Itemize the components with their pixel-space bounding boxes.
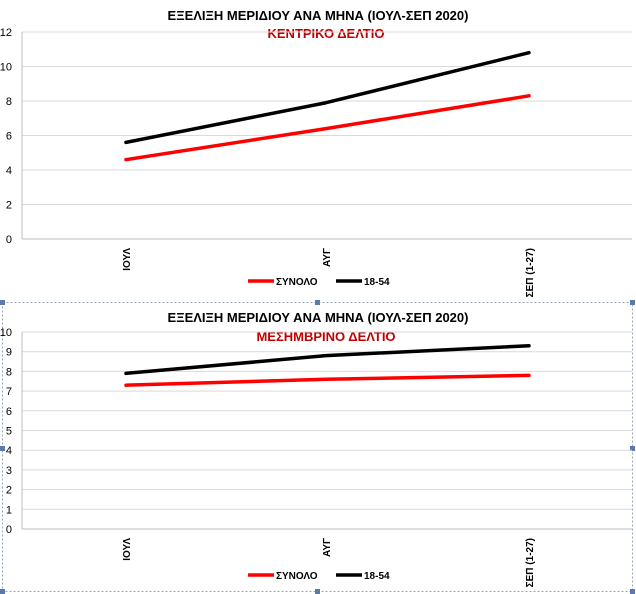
selection-frame [2, 302, 633, 592]
legend-label: 18-54 [364, 571, 390, 582]
y-tick-label: 2 [6, 485, 12, 497]
series-line-18-54 [124, 50, 531, 145]
x-tick-label: ΣΕΠ (1-27) [525, 538, 536, 587]
resize-handle[interactable] [630, 589, 635, 594]
y-tick-label: 1 [6, 504, 12, 516]
legend-label: 18-54 [364, 277, 390, 288]
y-tick-label: 9 [6, 347, 12, 359]
x-tick-label: ΑΥΓ [322, 248, 333, 267]
chart-panel-midday-news[interactable]: ΕΞΕΛΙΞΗ ΜΕΡΙΔΙΟΥ ΑΝΑ ΜΗΝΑ (ΙΟΥΛ-ΣΕΠ 2020… [0, 300, 636, 594]
resize-handle[interactable] [0, 446, 5, 451]
line-chart-midday-news: ΕΞΕΛΙΞΗ ΜΕΡΙΔΙΟΥ ΑΝΑ ΜΗΝΑ (ΙΟΥΛ-ΣΕΠ 2020… [0, 300, 635, 594]
legend-label: ΣΥΝΟΛΟ [276, 571, 318, 582]
chart-subtitle: ΚΕΝΤΡΙΚΟ ΔΕΛΤΙΟ [268, 26, 385, 41]
chart-title: ΕΞΕΛΙΞΗ ΜΕΡΙΔΙΟΥ ΑΝΑ ΜΗΝΑ (ΙΟΥΛ-ΣΕΠ 2020… [168, 8, 469, 23]
x-tick-label: ΙΟΥΛ [122, 248, 133, 271]
x-tick-label: ΙΟΥΛ [122, 538, 133, 561]
y-tick-label: 12 [0, 27, 12, 39]
resize-handle[interactable] [630, 300, 635, 305]
x-tick-label: ΣΕΠ (1-27) [525, 248, 536, 297]
y-tick-label: 6 [6, 131, 12, 143]
resize-handle[interactable] [0, 589, 5, 594]
chart-panel-central-news: ΕΞΕΛΙΞΗ ΜΕΡΙΔΙΟΥ ΑΝΑ ΜΗΝΑ (ΙΟΥΛ-ΣΕΠ 2020… [0, 8, 632, 297]
y-tick-label: 4 [6, 445, 12, 457]
y-tick-label: 0 [6, 524, 12, 536]
x-tick-label: ΑΥΓ [322, 538, 333, 557]
y-tick-label: 3 [6, 465, 12, 477]
chart-title: ΕΞΕΛΙΞΗ ΜΕΡΙΔΙΟΥ ΑΝΑ ΜΗΝΑ (ΙΟΥΛ-ΣΕΠ 2020… [168, 310, 469, 325]
y-tick-label: 2 [6, 200, 12, 212]
y-tick-label: 4 [6, 165, 12, 177]
y-tick-label: 8 [6, 366, 12, 378]
y-tick-label: 6 [6, 406, 12, 418]
y-tick-label: 8 [6, 96, 12, 108]
series-line-total [124, 94, 531, 162]
y-tick-label: 0 [6, 234, 12, 246]
series-line-18-54 [124, 344, 531, 376]
resize-handle[interactable] [315, 300, 320, 305]
chart-subtitle: ΜΕΣΗΜΒΡΙΝΟ ΔΕΛΤΙΟ [256, 329, 395, 344]
resize-handle[interactable] [630, 446, 635, 451]
y-tick-label: 5 [6, 426, 12, 438]
resize-handle[interactable] [0, 300, 5, 305]
legend-label: ΣΥΝΟΛΟ [276, 277, 318, 288]
resize-handle[interactable] [315, 589, 320, 594]
y-tick-label: 10 [0, 62, 12, 74]
series-line-total [124, 373, 531, 387]
line-chart-central-news: ΕΞΕΛΙΞΗ ΜΕΡΙΔΙΟΥ ΑΝΑ ΜΗΝΑ (ΙΟΥΛ-ΣΕΠ 2020… [0, 8, 632, 297]
y-tick-label: 10 [0, 327, 12, 339]
y-tick-label: 7 [6, 386, 12, 398]
